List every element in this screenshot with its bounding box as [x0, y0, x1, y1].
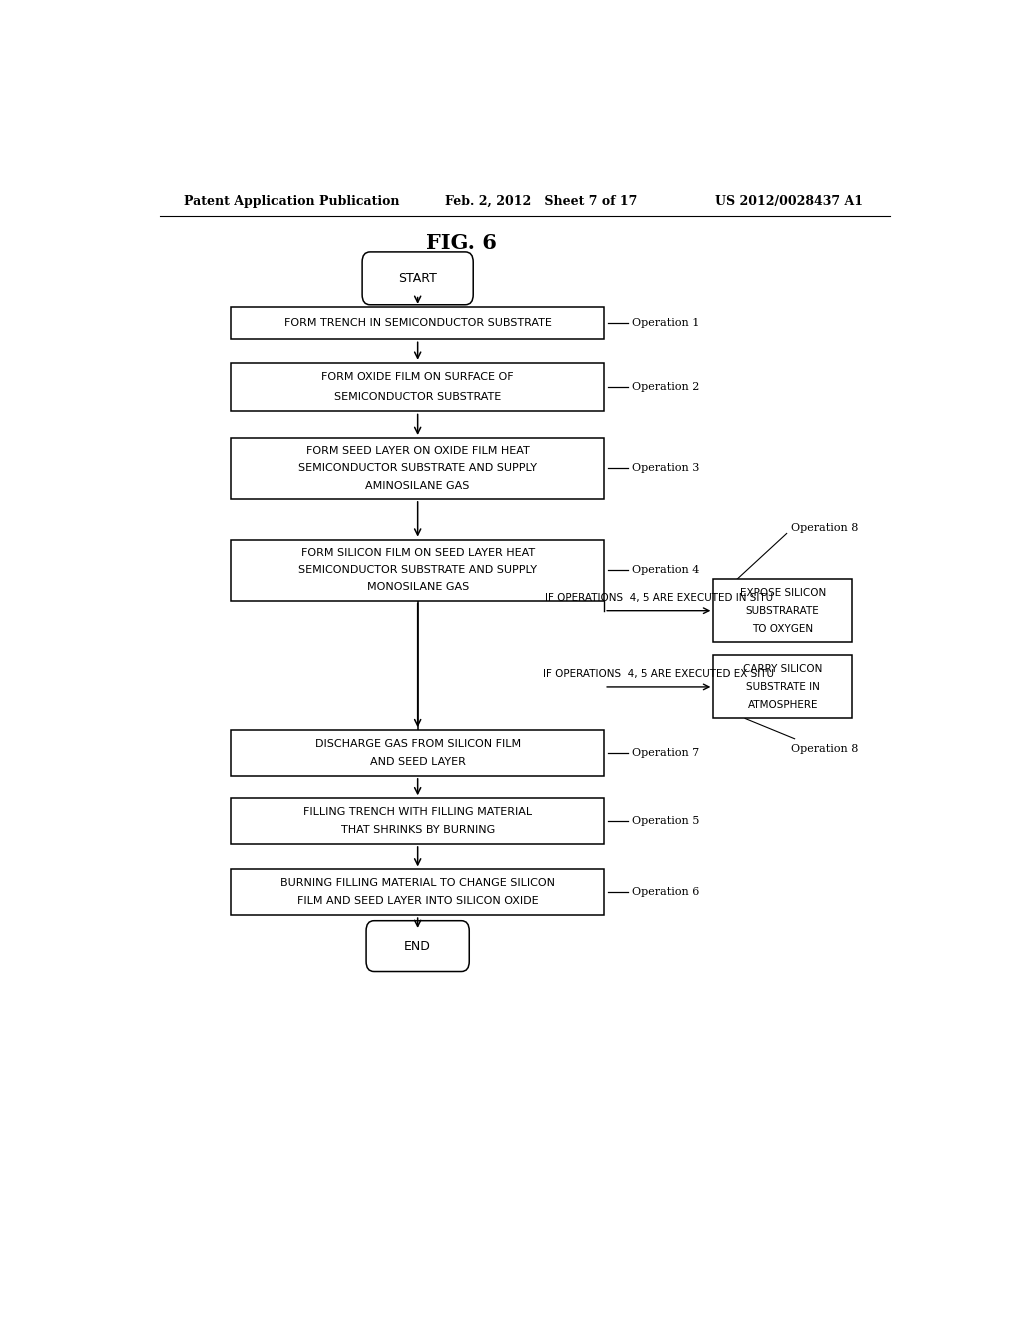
Text: Operation 1: Operation 1	[632, 318, 699, 329]
Text: Patent Application Publication: Patent Application Publication	[183, 194, 399, 207]
Text: THAT SHRINKS BY BURNING: THAT SHRINKS BY BURNING	[341, 825, 495, 836]
Text: Operation 2: Operation 2	[632, 381, 699, 392]
Bar	[231, 540, 604, 601]
Text: Operation 7: Operation 7	[632, 748, 699, 758]
Text: START: START	[398, 272, 437, 285]
Text: IF OPERATIONS  4, 5 ARE EXECUTED EX SITU: IF OPERATIONS 4, 5 ARE EXECUTED EX SITU	[543, 669, 774, 678]
Text: AND SEED LAYER: AND SEED LAYER	[370, 758, 466, 767]
Text: SEMICONDUCTOR SUBSTRATE: SEMICONDUCTOR SUBSTRATE	[334, 392, 502, 401]
Text: SEMICONDUCTOR SUBSTRATE AND SUPPLY: SEMICONDUCTOR SUBSTRATE AND SUPPLY	[298, 463, 538, 474]
Text: FORM SEED LAYER ON OXIDE FILM HEAT: FORM SEED LAYER ON OXIDE FILM HEAT	[306, 446, 529, 455]
Text: SEMICONDUCTOR SUBSTRATE AND SUPPLY: SEMICONDUCTOR SUBSTRATE AND SUPPLY	[298, 565, 538, 576]
Text: SUBSTRARATE: SUBSTRARATE	[745, 606, 819, 615]
Bar	[231, 363, 604, 412]
Text: AMINOSILANE GAS: AMINOSILANE GAS	[366, 480, 470, 491]
Text: FORM SILICON FILM ON SEED LAYER HEAT: FORM SILICON FILM ON SEED LAYER HEAT	[301, 548, 535, 557]
Text: Operation 4: Operation 4	[632, 565, 699, 576]
Bar	[231, 730, 604, 776]
Text: FIG. 6: FIG. 6	[426, 232, 497, 252]
Text: FORM TRENCH IN SEMICONDUCTOR SUBSTRATE: FORM TRENCH IN SEMICONDUCTOR SUBSTRATE	[284, 318, 552, 329]
FancyBboxPatch shape	[362, 252, 473, 305]
Bar	[231, 438, 604, 499]
Text: END: END	[404, 940, 431, 953]
Text: Operation 6: Operation 6	[632, 887, 699, 898]
Text: CARRY SILICON: CARRY SILICON	[743, 664, 822, 675]
Text: Operation 3: Operation 3	[632, 463, 699, 474]
Text: MONOSILANE GAS: MONOSILANE GAS	[367, 582, 469, 593]
FancyBboxPatch shape	[367, 921, 469, 972]
Bar	[231, 306, 604, 339]
Text: Operation 8: Operation 8	[791, 524, 858, 533]
Text: Operation 5: Operation 5	[632, 816, 699, 826]
Text: SUBSTRATE IN: SUBSTRATE IN	[745, 682, 819, 692]
Text: DISCHARGE GAS FROM SILICON FILM: DISCHARGE GAS FROM SILICON FILM	[314, 739, 521, 748]
Bar	[231, 799, 604, 843]
Bar	[714, 579, 852, 643]
Bar	[714, 656, 852, 718]
Text: FORM OXIDE FILM ON SURFACE OF: FORM OXIDE FILM ON SURFACE OF	[322, 372, 514, 383]
Text: BURNING FILLING MATERIAL TO CHANGE SILICON: BURNING FILLING MATERIAL TO CHANGE SILIC…	[281, 878, 555, 888]
Bar	[231, 870, 604, 915]
Text: US 2012/0028437 A1: US 2012/0028437 A1	[715, 194, 863, 207]
Text: Feb. 2, 2012   Sheet 7 of 17: Feb. 2, 2012 Sheet 7 of 17	[445, 194, 638, 207]
Text: EXPOSE SILICON: EXPOSE SILICON	[739, 587, 825, 598]
Text: ATMOSPHERE: ATMOSPHERE	[748, 700, 818, 710]
Text: Operation 8: Operation 8	[791, 744, 858, 754]
Text: IF OPERATIONS  4, 5 ARE EXECUTED IN SITU: IF OPERATIONS 4, 5 ARE EXECUTED IN SITU	[545, 593, 773, 602]
Text: FILLING TRENCH WITH FILLING MATERIAL: FILLING TRENCH WITH FILLING MATERIAL	[303, 807, 532, 817]
Text: FILM AND SEED LAYER INTO SILICON OXIDE: FILM AND SEED LAYER INTO SILICON OXIDE	[297, 896, 539, 907]
Text: TO OXYGEN: TO OXYGEN	[753, 624, 813, 634]
